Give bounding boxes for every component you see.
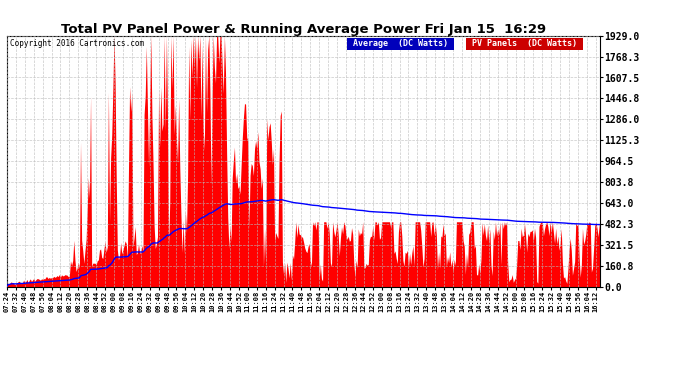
Text: Average  (DC Watts): Average (DC Watts) [348, 39, 453, 48]
Text: PV Panels  (DC Watts): PV Panels (DC Watts) [466, 39, 582, 48]
Title: Total PV Panel Power & Running Average Power Fri Jan 15  16:29: Total PV Panel Power & Running Average P… [61, 22, 546, 36]
Text: Copyright 2016 Cartronics.com: Copyright 2016 Cartronics.com [10, 39, 144, 48]
